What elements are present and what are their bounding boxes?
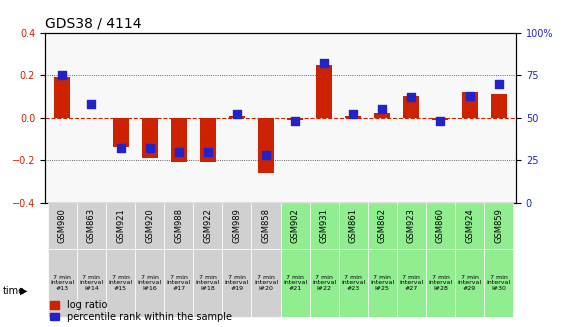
Text: 7 min
interval
#21: 7 min interval #21 [283,275,307,291]
Text: 7 min
interval
l#30: 7 min interval l#30 [486,275,511,291]
FancyBboxPatch shape [426,249,455,317]
Point [349,112,358,117]
Text: GSM923: GSM923 [407,208,416,243]
Text: GSM862: GSM862 [378,208,387,243]
FancyBboxPatch shape [484,203,513,249]
Point [174,149,183,154]
Point [436,118,445,124]
Text: 7 min
interval
l#28: 7 min interval l#28 [429,275,453,291]
FancyBboxPatch shape [310,249,339,317]
FancyBboxPatch shape [310,203,339,249]
Text: GSM863: GSM863 [87,208,96,243]
Point [145,146,154,151]
Bar [113,118,128,147]
Text: 7 min
interval
#17: 7 min interval #17 [167,275,191,291]
Text: GSM859: GSM859 [494,208,503,243]
Point [378,107,387,112]
Text: 7 min
interval
l#25: 7 min interval l#25 [370,275,394,291]
Text: GSM902: GSM902 [291,208,300,243]
FancyBboxPatch shape [368,203,397,249]
Point [87,101,96,107]
FancyBboxPatch shape [48,203,77,249]
Text: 7 min
interval
#15: 7 min interval #15 [108,275,132,291]
FancyBboxPatch shape [397,249,426,317]
FancyBboxPatch shape [48,249,77,317]
Bar [462,92,477,118]
FancyBboxPatch shape [455,249,484,317]
Text: GSM931: GSM931 [320,208,329,243]
Text: GSM924: GSM924 [465,208,474,243]
FancyBboxPatch shape [193,249,222,317]
Text: 7 min
interval
#29: 7 min interval #29 [458,275,482,291]
Bar [258,118,274,173]
FancyBboxPatch shape [280,203,310,249]
Point [261,152,270,158]
Text: 7 min
interval
#23: 7 min interval #23 [341,275,365,291]
Point [58,73,67,78]
FancyBboxPatch shape [164,249,193,317]
Bar [229,115,245,118]
FancyBboxPatch shape [397,203,426,249]
Legend: log ratio, percentile rank within the sample: log ratio, percentile rank within the sa… [50,300,232,322]
Text: ▶: ▶ [20,286,27,296]
Text: 7 min
interval
l#14: 7 min interval l#14 [79,275,103,291]
Bar [374,113,390,118]
Text: 7 min
interval
#19: 7 min interval #19 [225,275,249,291]
FancyBboxPatch shape [106,203,135,249]
FancyBboxPatch shape [77,249,106,317]
Point [116,146,125,151]
FancyBboxPatch shape [455,203,484,249]
FancyBboxPatch shape [251,203,280,249]
FancyBboxPatch shape [280,249,310,317]
FancyBboxPatch shape [135,249,164,317]
Bar [287,118,303,120]
FancyBboxPatch shape [251,249,280,317]
Point [407,95,416,100]
Text: GSM920: GSM920 [145,208,154,243]
Bar [54,77,70,118]
FancyBboxPatch shape [222,203,251,249]
Point [465,93,474,98]
FancyBboxPatch shape [368,249,397,317]
Bar [345,115,361,118]
Bar [433,118,448,120]
FancyBboxPatch shape [426,203,455,249]
Point [494,81,503,86]
Bar [403,96,420,118]
Text: GDS38 / 4114: GDS38 / 4114 [45,16,141,30]
Bar [491,94,507,118]
Point [203,149,212,154]
Text: 7 min
interval
l#16: 7 min interval l#16 [137,275,162,291]
FancyBboxPatch shape [164,203,193,249]
Point [320,61,329,66]
FancyBboxPatch shape [135,203,164,249]
Text: GSM980: GSM980 [58,208,67,243]
Text: GSM858: GSM858 [261,208,270,243]
Text: 7 min
interval
l#18: 7 min interval l#18 [196,275,220,291]
Text: 7 min
interval
#27: 7 min interval #27 [399,275,424,291]
FancyBboxPatch shape [339,203,368,249]
Bar [171,118,187,162]
FancyBboxPatch shape [222,249,251,317]
Text: time: time [3,286,25,296]
FancyBboxPatch shape [77,203,106,249]
Text: GSM921: GSM921 [116,208,125,243]
Bar [200,118,216,162]
Point [232,112,241,117]
Bar [316,64,332,118]
FancyBboxPatch shape [484,249,513,317]
FancyBboxPatch shape [339,249,368,317]
Text: GSM988: GSM988 [174,208,183,243]
Text: GSM922: GSM922 [203,208,212,243]
FancyBboxPatch shape [193,203,222,249]
Text: GSM861: GSM861 [349,208,358,243]
Point [291,118,300,124]
FancyBboxPatch shape [106,249,135,317]
Text: GSM989: GSM989 [232,208,241,243]
Bar [141,118,158,158]
Text: GSM860: GSM860 [436,208,445,243]
Text: 7 min
interval
#13: 7 min interval #13 [50,275,75,291]
Text: 7 min
interval
l#22: 7 min interval l#22 [312,275,336,291]
Text: 7 min
interval
l#20: 7 min interval l#20 [254,275,278,291]
